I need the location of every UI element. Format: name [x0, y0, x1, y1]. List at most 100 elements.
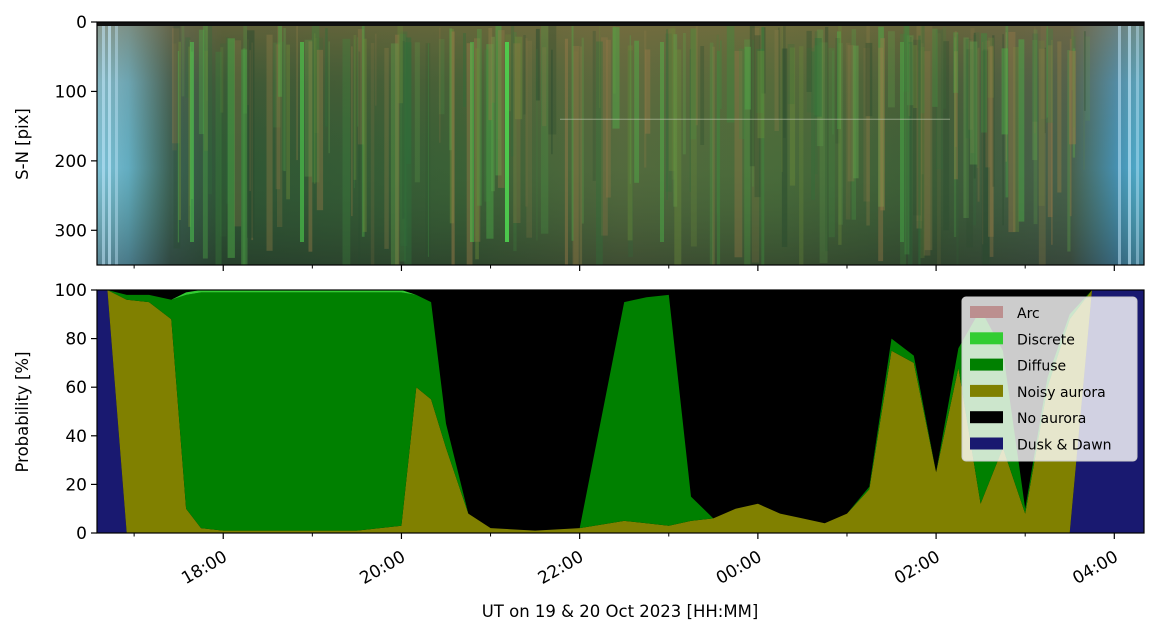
keogram-streak — [977, 47, 980, 202]
keogram-streak — [227, 38, 235, 258]
keogram-streak — [778, 27, 780, 120]
keogram-bright-streak — [900, 42, 904, 242]
legend-box — [961, 296, 1138, 462]
keogram-streak — [451, 31, 455, 265]
keogram-streak — [1071, 28, 1074, 91]
keogram-streak — [486, 44, 494, 239]
keogram-streak — [845, 42, 851, 220]
legend-label: Diffuse — [1017, 359, 1066, 375]
keogram-streak — [189, 39, 191, 206]
keogram-streak — [404, 42, 412, 265]
keogram-streak — [173, 23, 181, 249]
keogram-streak — [304, 39, 312, 177]
keogram-streak — [1018, 39, 1025, 222]
keogram-streak — [1069, 50, 1076, 145]
keogram-streak — [716, 34, 719, 214]
keogram-streak — [1033, 29, 1038, 225]
keogram-streak — [466, 43, 473, 265]
keogram-streak — [449, 28, 453, 151]
area-diffuse — [97, 290, 1144, 531]
keogram-streak — [749, 22, 755, 167]
probability-y-tick-label: 80 — [65, 330, 87, 350]
keogram-streak — [571, 22, 574, 241]
legend-label: Arc — [1017, 306, 1040, 322]
keogram-streak — [968, 39, 973, 130]
keogram-streak — [178, 41, 181, 221]
keogram-streak — [853, 45, 859, 179]
keogram-streak — [1032, 40, 1038, 161]
keogram-streak — [851, 29, 856, 220]
keogram-streak — [1083, 31, 1085, 170]
keogram-streak — [644, 30, 647, 168]
keogram-streak — [811, 51, 815, 200]
keogram-streak — [866, 22, 870, 226]
keogram-streak — [806, 47, 815, 113]
keogram-streak — [918, 35, 921, 265]
keogram-streak — [629, 35, 631, 184]
keogram-streak — [1001, 48, 1008, 135]
keogram-streak — [981, 50, 989, 265]
keogram-streak — [888, 31, 895, 108]
keogram-streak — [351, 46, 353, 217]
keogram-streak — [816, 29, 824, 147]
keogram-streak — [281, 41, 285, 171]
keogram-streak — [242, 48, 246, 265]
keogram-streak — [970, 28, 975, 154]
legend-label: Discrete — [1017, 332, 1075, 348]
keogram-streak — [1069, 38, 1072, 217]
keogram-streak — [172, 28, 180, 144]
keogram-streak — [1046, 23, 1049, 118]
keogram-streak — [761, 27, 766, 94]
keogram-streak — [243, 24, 248, 114]
keogram-streak — [362, 38, 367, 232]
keogram-streak — [572, 46, 580, 265]
keogram-streak — [225, 37, 229, 204]
keogram-streak — [405, 37, 412, 165]
keogram-streak — [838, 43, 843, 225]
keogram-streak — [220, 43, 227, 237]
keogram-streak — [921, 43, 924, 175]
keogram-streak — [954, 51, 958, 180]
keogram-streak — [1005, 23, 1009, 198]
keogram-streak — [787, 44, 795, 105]
keogram-streak — [375, 33, 377, 106]
keogram-streak — [1034, 27, 1036, 134]
keogram-streak — [1005, 32, 1007, 162]
keogram-streak — [1038, 40, 1045, 206]
legend: Arc Discrete Diffuse Noisy aurora No aurora D… — [961, 296, 1138, 462]
stacked-areas — [97, 290, 1144, 533]
keogram-bright-streak — [505, 42, 509, 242]
keogram-streak — [234, 40, 242, 227]
keogram-streak — [172, 43, 177, 151]
legend-swatch — [970, 384, 1003, 397]
keogram-streak — [920, 46, 925, 259]
keogram-twilight-streak — [115, 22, 118, 265]
keogram-streak — [185, 37, 191, 98]
keogram-streak — [974, 32, 980, 167]
keogram-streak — [551, 49, 553, 155]
keogram-streak — [314, 37, 319, 134]
keogram-y-tick-label: 300 — [55, 221, 87, 241]
keogram-streak — [540, 22, 549, 234]
keogram-streak — [682, 33, 686, 155]
keogram-streak — [596, 41, 603, 265]
keogram-streak — [954, 30, 957, 147]
keogram-streak — [924, 23, 933, 251]
keogram-streak — [709, 42, 714, 265]
x-tick-label: 02:00 — [891, 547, 943, 589]
keogram-streak — [497, 30, 505, 188]
keogram-streak — [286, 44, 290, 200]
keogram-streak — [756, 49, 764, 113]
keogram-streak — [390, 43, 399, 265]
keogram-streak — [606, 39, 611, 198]
keogram-streak — [247, 39, 249, 105]
keogram-panel: 0 100 200 300 S-N [pix] — [13, 13, 1145, 271]
keogram-streak — [690, 28, 697, 247]
keogram-streak — [414, 42, 420, 183]
keogram-streak — [992, 35, 995, 187]
legend-label: Noisy aurora — [1017, 385, 1106, 401]
legend-swatch — [970, 332, 1003, 345]
keogram-streak — [580, 46, 583, 265]
legend-swatch — [970, 358, 1003, 371]
keogram-streak — [1072, 36, 1076, 128]
